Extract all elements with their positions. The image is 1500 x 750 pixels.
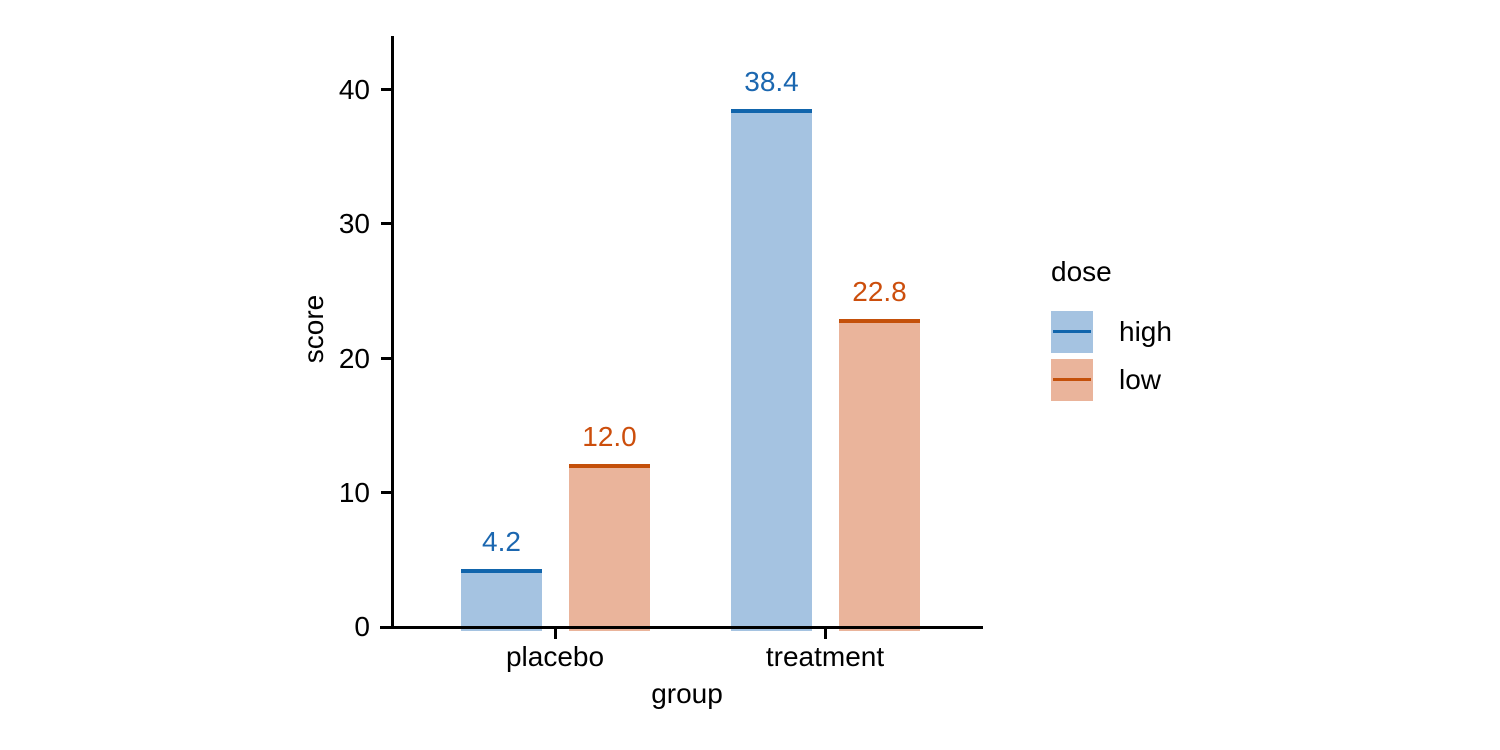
legend-label-high: high [1119,316,1172,347]
x-axis-spine [380,626,983,629]
legend: dose high low [1051,258,1172,407]
y-axis-title: score [298,294,329,364]
legend-swatch-high [1051,311,1093,353]
y-tick-label: 0 [354,611,370,642]
y-tick-label: 20 [338,343,370,374]
bar-value-label-placebo-high: 4.2 [482,526,521,557]
legend-title: dose [1051,256,1112,287]
bar-placebo-low [569,464,650,631]
bar-value-label-placebo-low: 12.0 [582,421,637,452]
y-axis-spine [391,36,394,627]
bar-treatment-high [731,109,812,631]
y-tick-label: 30 [338,208,370,239]
legend-swatch-line-low [1053,378,1091,381]
bar-value-label-treatment-high: 38.4 [744,66,799,97]
legend-swatch-line-high [1053,330,1091,333]
y-tick-label: 40 [338,74,370,105]
bar-value-label-treatment-low: 22.8 [852,276,907,307]
y-tick-mark [381,357,392,360]
legend-swatch-low [1051,359,1093,401]
y-tick-mark [381,88,392,91]
bar-treatment-low [839,319,920,631]
y-tick-mark [381,491,392,494]
x-tick-mark [824,629,827,639]
y-tick-mark [381,222,392,225]
legend-item-high: high [1051,311,1172,353]
x-axis-title: group [651,678,723,709]
legend-item-low: low [1051,359,1172,401]
bar-placebo-high [461,569,542,631]
x-tick-label-placebo: placebo [505,641,605,672]
legend-label-low: low [1119,364,1162,395]
y-tick-label: 10 [338,477,370,508]
x-tick-label-treatment: treatment [765,641,885,672]
x-tick-mark [554,629,557,639]
